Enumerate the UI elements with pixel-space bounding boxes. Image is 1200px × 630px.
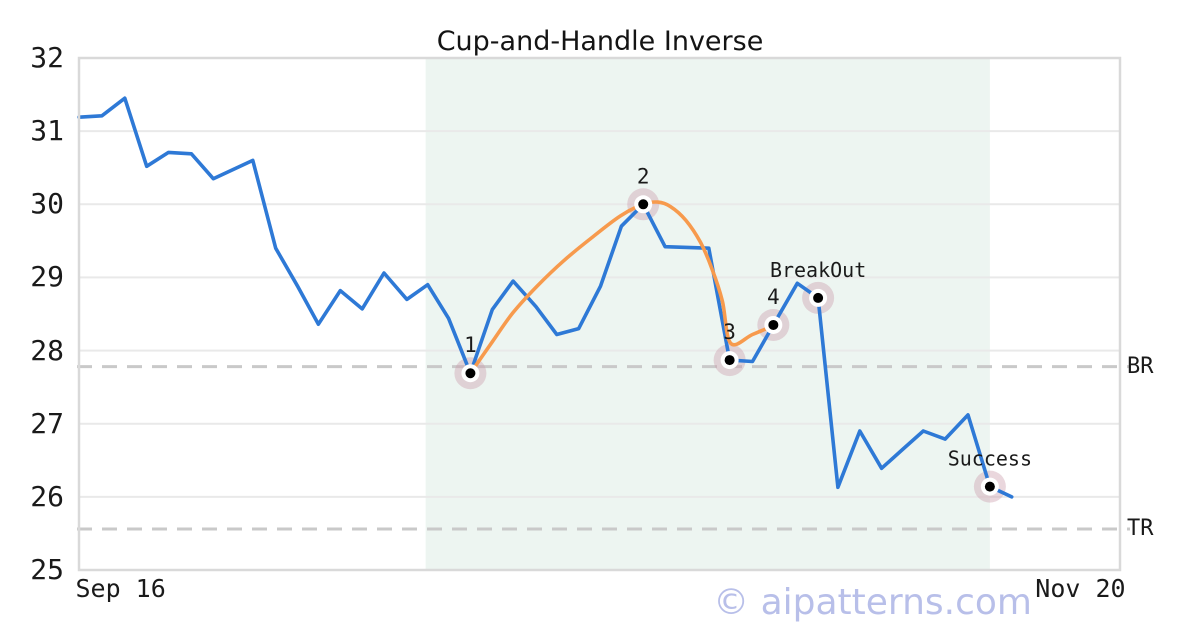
y-tick-label: 28 bbox=[30, 333, 64, 367]
plot-svg: 1 2 3 4 BreakOut Success bbox=[77, 56, 1130, 572]
y-tick-label: 30 bbox=[30, 187, 64, 221]
marker-dot bbox=[984, 481, 995, 492]
marker-dot bbox=[465, 368, 476, 379]
marker-dot bbox=[813, 292, 824, 303]
plot-frame bbox=[77, 56, 1122, 572]
shaded-region bbox=[425, 58, 990, 570]
plot-area: 1 2 3 4 BreakOut Success © aipatterns.com bbox=[77, 56, 1130, 623]
marker-label: 3 bbox=[723, 320, 736, 344]
y-tick-label: 32 bbox=[30, 41, 64, 74]
price-line bbox=[77, 96, 1014, 499]
level-label-tr: TR bbox=[1127, 516, 1154, 542]
marker-label: Success bbox=[948, 447, 1032, 471]
y-tick-label: 25 bbox=[30, 553, 64, 586]
marker-dot bbox=[768, 319, 779, 330]
marker-label: BreakOut bbox=[770, 258, 866, 282]
y-tick-label: 31 bbox=[30, 114, 64, 148]
x-tick-label: Nov 20 bbox=[1035, 574, 1126, 603]
chart-title: Cup-and-Handle Inverse bbox=[436, 26, 764, 57]
watermark: © aipatterns.com bbox=[713, 582, 1032, 623]
level-label-br: BR bbox=[1127, 353, 1154, 379]
marker-dot bbox=[638, 199, 649, 210]
x-tick-label: Sep 16 bbox=[75, 574, 166, 603]
y-tick-label: 26 bbox=[30, 479, 64, 513]
marker-label: 4 bbox=[767, 285, 780, 309]
marker-dot bbox=[724, 355, 735, 366]
y-tick-label: 27 bbox=[30, 406, 64, 440]
marker-label: 2 bbox=[637, 164, 650, 188]
y-tick-label: 29 bbox=[30, 260, 64, 294]
pattern-cup-and-handle-line bbox=[468, 200, 776, 375]
marker-label: 1 bbox=[464, 333, 477, 357]
